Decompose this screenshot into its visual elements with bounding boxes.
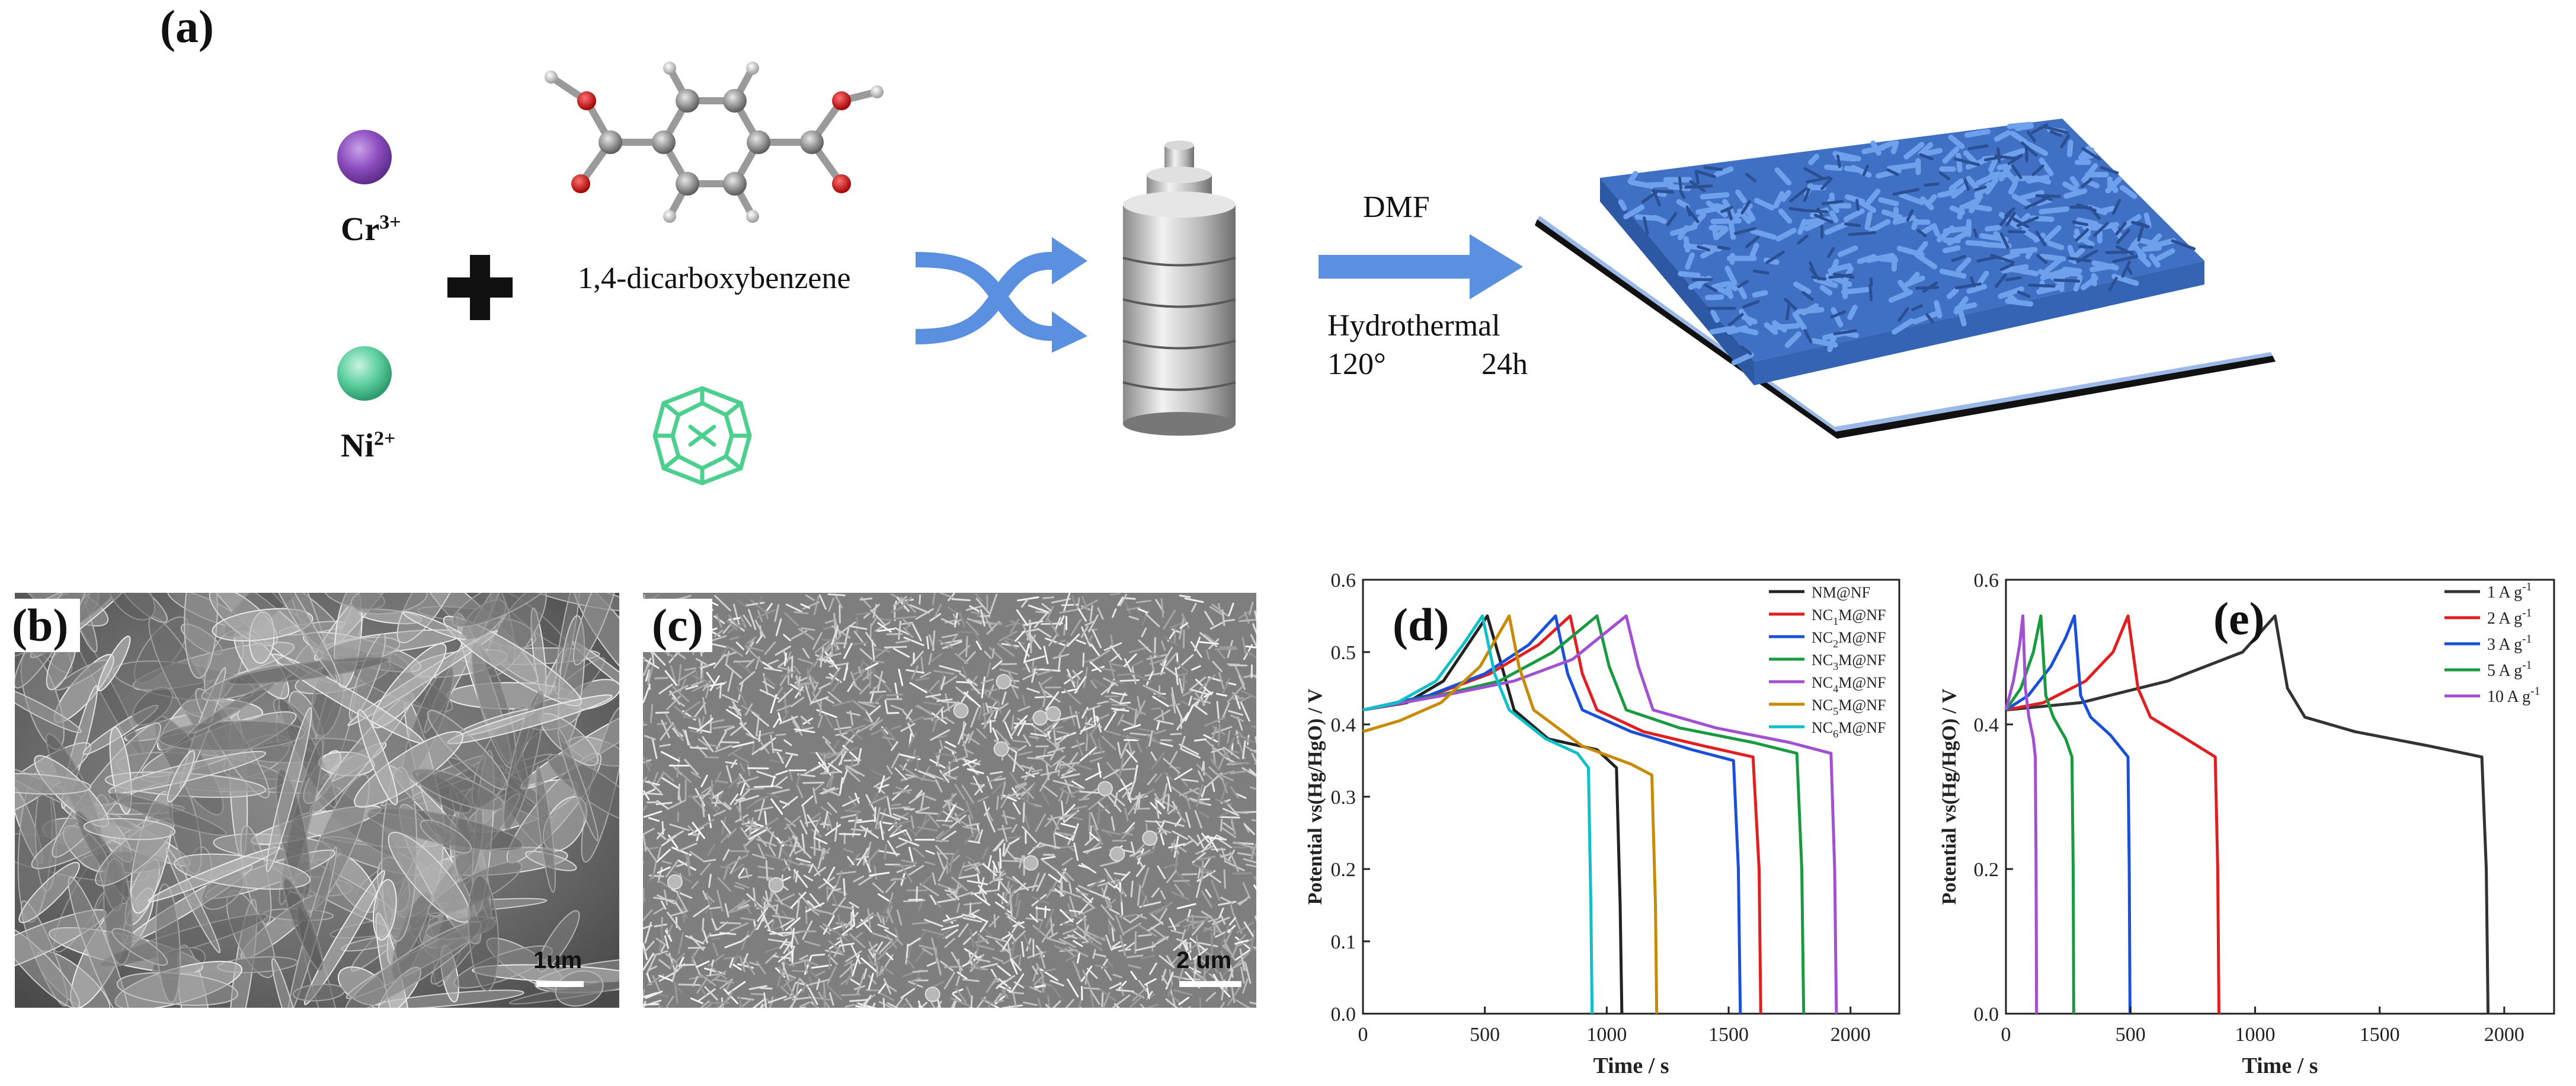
y-tick-label: 0.4 (1974, 714, 1999, 736)
y-axis-label: Potential vs(Hg/HgO) / V (1938, 688, 1960, 905)
mixing-arrows-icon (916, 237, 1087, 353)
sem-image-b: 1um (15, 593, 619, 1008)
legend-entry-3: NC3M@NF (1812, 651, 1886, 672)
y-tick-label: 0.3 (1331, 787, 1356, 809)
series-line-0 (1362, 614, 1624, 1014)
duration-label: 24h (1481, 347, 1528, 381)
x-tick-label: 1500 (2360, 1024, 2400, 1046)
y-tick-label: 0.1 (1331, 931, 1356, 953)
y-tick-label: 0.0 (1331, 1004, 1356, 1026)
legend-entry-1: NC1M@NF (1812, 606, 1886, 627)
x-axis-label: Time / s (2242, 1053, 2318, 1078)
plus-icon (447, 255, 513, 320)
x-tick-label: 0 (1358, 1024, 1368, 1046)
panel-a-label: (a) (160, 1, 214, 52)
legend-entry-4: 10 A g-1 (2487, 685, 2540, 706)
ni-ion-label: Ni2+ (341, 427, 396, 464)
series-line-5 (1362, 614, 1659, 1014)
method-label: Hydrothermal (1327, 309, 1500, 343)
sem-flower-texture (15, 593, 619, 1008)
x-tick-label: 500 (2116, 1024, 2146, 1046)
cr-ion-sphere (337, 130, 392, 184)
y-tick-label: 0.2 (1331, 859, 1356, 881)
y-tick-label: 0.2 (1974, 859, 1999, 881)
legend-entry-2: NC2M@NF (1812, 629, 1886, 650)
terephthalic-acid-molecule (545, 62, 884, 223)
reaction-arrow (1319, 234, 1523, 299)
sem-image-c: 2 um (643, 593, 1256, 1008)
y-tick-label: 0.4 (1331, 714, 1356, 736)
sem-needle-texture (643, 593, 1256, 1008)
legend-entry-3: 5 A g-1 (2487, 659, 2532, 680)
panel-b-label: (b) (0, 599, 81, 652)
panel-label: (e) (2213, 593, 2265, 644)
scale-bar-b (536, 981, 584, 987)
x-tick-label: 1000 (2235, 1024, 2275, 1046)
legend-entry-0: 1 A g-1 (2487, 581, 2532, 602)
x-tick-label: 500 (1470, 1024, 1500, 1046)
x-tick-label: 1000 (1586, 1024, 1627, 1046)
scale-label-c: 2 um (1176, 947, 1232, 973)
series-line-1 (1362, 614, 1762, 1014)
y-axis-label: Potential vs(Hg/HgO) / V (1304, 688, 1326, 905)
y-tick-label: 0.6 (1974, 570, 1999, 592)
mof-nanosheet-array (1535, 119, 2276, 439)
molecule-name: 1,4-dicarboxybenzene (578, 261, 851, 295)
series-line-0 (2005, 614, 2490, 1014)
temperature-label: 120° (1327, 347, 1386, 381)
scale-label-b: 1um (533, 947, 583, 973)
x-axis-label: Time / s (1593, 1053, 1669, 1078)
series-line-3 (1362, 614, 1806, 1014)
panel-c-label: (c) (643, 599, 712, 652)
series-line-4 (2004, 614, 2039, 1014)
legend-entry-5: NC5M@NF (1812, 697, 1886, 717)
x-tick-label: 0 (2001, 1024, 2011, 1046)
y-tick-label: 0.6 (1331, 570, 1356, 592)
legend-entry-6: NC6M@NF (1812, 719, 1886, 740)
gcd-chart-e: 0 500 1000 1500 2000 0.0 0.2 0.4 0.6 Time / s Pote… (1938, 570, 2555, 1078)
gcd-chart-d: 0 500 1000 1500 2000 0.0 0.1 0.2 0.3 0.4 0.5 0.6 Tim… (1304, 570, 1900, 1078)
ni-ion-sphere (337, 346, 392, 401)
panel-label: (d) (1393, 599, 1449, 650)
scale-bar-c (1179, 981, 1241, 987)
legend-entry-4: NC4M@NF (1812, 674, 1886, 695)
plot-frame (2005, 579, 2555, 1015)
series-line-3 (2004, 614, 2075, 1014)
series-line-4 (1362, 614, 1838, 1014)
x-tick-label: 2000 (2484, 1024, 2524, 1046)
legend-entry-2: 3 A g-1 (2487, 633, 2532, 654)
x-tick-label: 1500 (1708, 1024, 1749, 1046)
cr-ion-label: Cr3+ (341, 211, 401, 248)
solvent-label: DMF (1363, 190, 1430, 224)
series-line-1 (2005, 614, 2220, 1014)
legend-entry-1: 2 A g-1 (2487, 607, 2532, 628)
series-line-6 (1362, 614, 1594, 1014)
legend-entry-0: NM@NF (1812, 584, 1870, 601)
framework-cage-icon (652, 386, 752, 485)
y-tick-label: 0.0 (1974, 1004, 1999, 1026)
autoclave-icon (1122, 140, 1236, 436)
x-tick-label: 2000 (1831, 1024, 1871, 1046)
y-tick-label: 0.5 (1331, 642, 1356, 664)
series-line-2 (1362, 614, 1742, 1014)
